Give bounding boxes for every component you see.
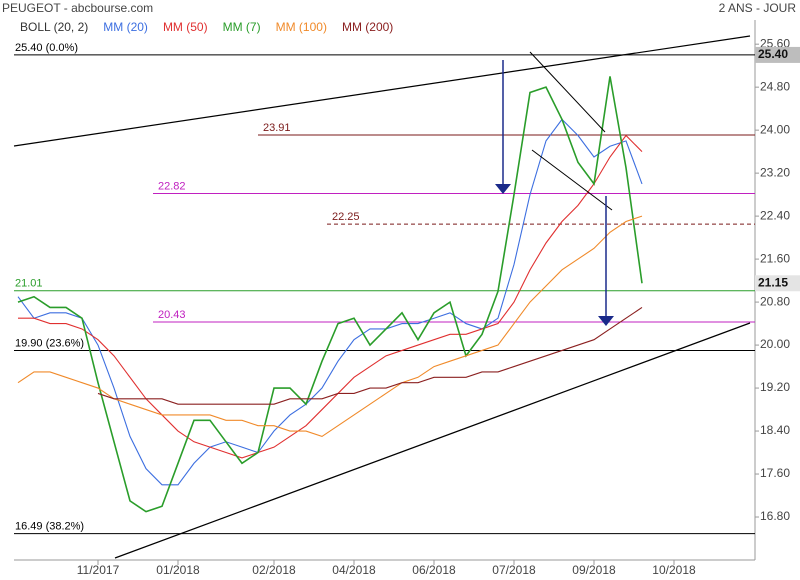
level-label: 25.40 (0.0%)	[15, 42, 78, 54]
level-label: 21.01	[15, 278, 43, 290]
x-tick-label: 06/2018	[412, 563, 456, 577]
trend-line	[13, 35, 751, 147]
legend-entry: MM (50)	[163, 20, 208, 34]
chart-title: PEUGEOT - abcbourse.com	[2, 1, 153, 15]
y-tick-label: 20.80	[760, 294, 790, 308]
ma-line	[97, 307, 643, 405]
y-tick-label: 23.20	[760, 165, 790, 179]
x-tick-label: 11/2017	[77, 563, 120, 577]
legend-entry: MM (100)	[276, 20, 327, 34]
y-tick-label: 24.80	[760, 79, 790, 93]
ma-line	[17, 118, 643, 486]
y-tick-label: 20.00	[760, 337, 790, 351]
price-marker-label: 21.15	[758, 275, 788, 289]
price-marker	[755, 275, 800, 292]
channel-line	[531, 149, 613, 211]
x-tick-label: 07/2018	[492, 563, 536, 577]
level-label: 23.91	[263, 122, 291, 134]
ma-line	[17, 215, 643, 438]
price-marker	[755, 46, 800, 63]
level-label: 22.82	[158, 180, 186, 192]
legend-entry: MM (7)	[223, 20, 261, 34]
y-tick-label: 22.40	[760, 208, 790, 222]
price-marker-label: 25.40	[758, 47, 788, 61]
channel-line	[529, 51, 606, 133]
y-tick-label: 25.60	[760, 36, 790, 50]
trend-line	[114, 322, 751, 559]
x-tick-label: 02/2018	[252, 563, 296, 577]
x-tick-label: 01/2018	[156, 563, 200, 577]
arrow-head	[598, 316, 614, 326]
legend-entry: MM (20)	[103, 20, 148, 34]
ma-line	[17, 76, 643, 513]
chart-subtitle: 2 ANS - JOUR	[719, 1, 797, 15]
y-tick-label: 18.40	[760, 423, 790, 437]
level-label: 20.43	[158, 309, 186, 321]
legend-entry: BOLL (20, 2)	[20, 20, 88, 34]
legend-entry: MM (200)	[342, 20, 393, 34]
x-tick-label: 10/2018	[652, 563, 696, 577]
y-tick-label: 17.60	[760, 466, 790, 480]
plot-area	[14, 54, 755, 535]
y-tick-label: 19.20	[760, 380, 790, 394]
x-tick-label: 09/2018	[572, 563, 616, 577]
level-label: 19.90 (23.6%)	[15, 337, 84, 349]
y-tick-label: 21.60	[760, 251, 790, 265]
y-tick-label: 24.00	[760, 122, 790, 136]
arrow-head	[495, 184, 511, 194]
y-tick-label: 16.80	[760, 509, 790, 523]
ma-line	[18, 134, 643, 459]
level-label: 22.25	[332, 211, 360, 223]
x-tick-label: 04/2018	[332, 563, 376, 577]
level-label: 16.49 (38.2%)	[15, 521, 84, 533]
